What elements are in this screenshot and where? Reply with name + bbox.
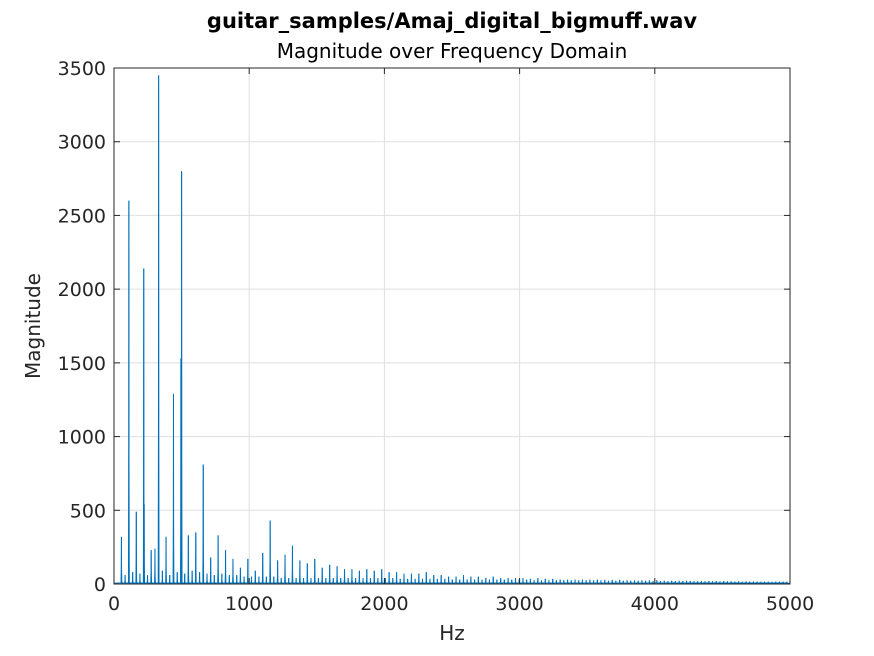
y-tick-label: 500	[70, 500, 106, 522]
x-tick-label: 1000	[225, 593, 273, 615]
x-tick-label: 2000	[360, 593, 408, 615]
y-tick-label: 0	[94, 574, 106, 596]
y-tick-label: 2500	[58, 205, 106, 227]
y-tick-label: 1500	[58, 353, 106, 375]
spectrum-data	[113, 75, 791, 585]
x-tick-label: 5000	[766, 593, 814, 615]
plot-area	[114, 68, 790, 584]
x-tick-label: 0	[108, 593, 120, 615]
x-tick-label: 3000	[495, 593, 543, 615]
grid-lines	[114, 68, 790, 584]
y-axis-label: Magnitude	[21, 273, 45, 379]
chart-title: guitar_samples/Amaj_digital_bigmuff.wav	[207, 9, 697, 33]
y-tick-label: 1000	[58, 427, 106, 449]
x-axis-label: Hz	[439, 621, 465, 645]
y-tick-label: 2000	[58, 279, 106, 301]
chart-subtitle: Magnitude over Frequency Domain	[277, 39, 628, 63]
axis-ticks: 0 1000 2000 3000 4000 5000 0 500 1000 1500 2000 250…	[58, 58, 815, 615]
x-tick-label: 4000	[631, 593, 679, 615]
plot-frame	[113, 67, 791, 585]
y-tick-label: 3000	[58, 132, 106, 154]
y-tick-label: 3500	[58, 58, 106, 80]
